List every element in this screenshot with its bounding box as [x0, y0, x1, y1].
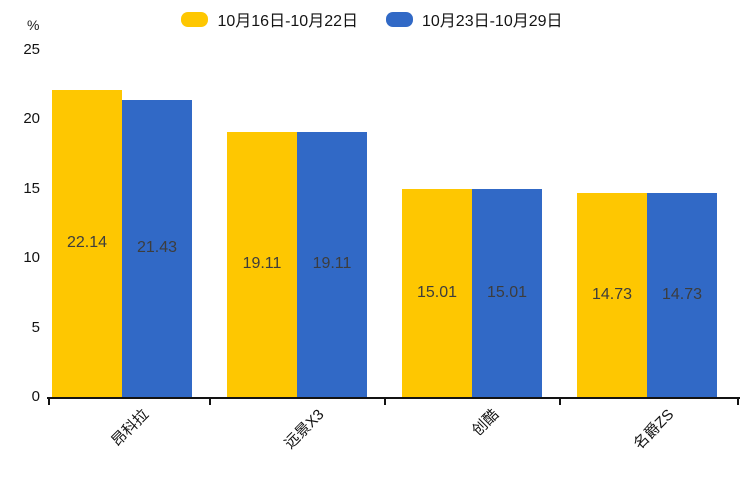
y-axis-tick-label: 0 — [31, 388, 40, 405]
x-axis-category-label: 名爵ZS — [630, 406, 678, 453]
bar-series-0-group-3[interactable] — [577, 192, 647, 397]
bar-value-label: 15.01 — [486, 283, 528, 301]
legend-swatch-blue-icon — [386, 11, 413, 27]
x-axis-tick — [209, 397, 211, 405]
legend-swatch-yellow-icon — [181, 11, 209, 27]
bar-value-label: 14.73 — [661, 285, 703, 303]
legend-item-week2[interactable]: 10月23日-10月29日 — [386, 7, 563, 31]
bar-series-1-group-1[interactable] — [297, 131, 367, 397]
y-axis-tick-label: 15 — [23, 179, 40, 197]
bar-series-1-group-0[interactable] — [122, 99, 192, 397]
y-axis-unit-label: % — [27, 17, 40, 33]
y-axis-tick-label: 5 — [31, 318, 40, 336]
x-axis-tick — [559, 397, 561, 405]
bar-value-label: 14.73 — [591, 285, 633, 303]
x-axis-category-label: 昂科拉 — [108, 406, 153, 450]
x-axis-category-label: 创酷 — [468, 406, 503, 440]
bar-series-0-group-2[interactable] — [402, 188, 472, 397]
bar-series-1-group-3[interactable] — [647, 192, 717, 397]
x-axis-tick — [384, 397, 386, 405]
bar-series-0-group-0[interactable] — [52, 89, 122, 397]
x-axis-tick — [737, 397, 739, 405]
legend-label-week1: 10月16日-10月22日 — [217, 13, 358, 30]
legend-label-week2: 10月23日-10月29日 — [422, 13, 563, 30]
bar-series-0-group-1[interactable] — [227, 131, 297, 397]
x-axis-category-label: 远景X3 — [280, 406, 328, 453]
y-axis-tick-label: 25 — [23, 41, 40, 58]
bar-value-label: 15.01 — [416, 283, 458, 301]
y-axis-tick-label: 10 — [23, 249, 40, 267]
x-axis-line — [47, 397, 740, 399]
legend-item-week1[interactable]: 10月16日-10月22日 — [181, 7, 358, 31]
bar-value-label: 22.14 — [66, 234, 108, 252]
chart-legend: 10月16日-10月22日 10月23日-10月29日 — [0, 7, 744, 31]
bar-value-label: 19.11 — [242, 255, 282, 273]
x-axis-tick — [48, 397, 50, 405]
bar-series-1-group-2[interactable] — [472, 188, 542, 397]
bar-value-label: 21.43 — [136, 239, 178, 257]
y-axis-tick-label: 20 — [23, 110, 40, 128]
bar-value-label: 19.11 — [312, 255, 352, 273]
